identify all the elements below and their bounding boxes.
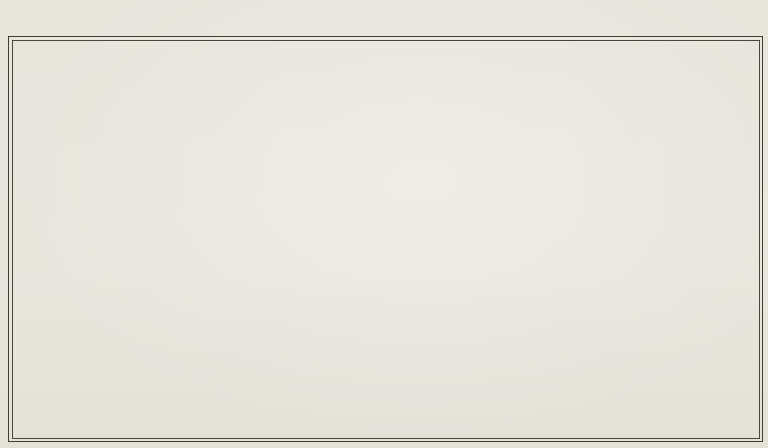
table-frame-inner [12, 40, 760, 439]
table-frame-outer [8, 36, 763, 442]
corner-header [12, 40, 60, 110]
